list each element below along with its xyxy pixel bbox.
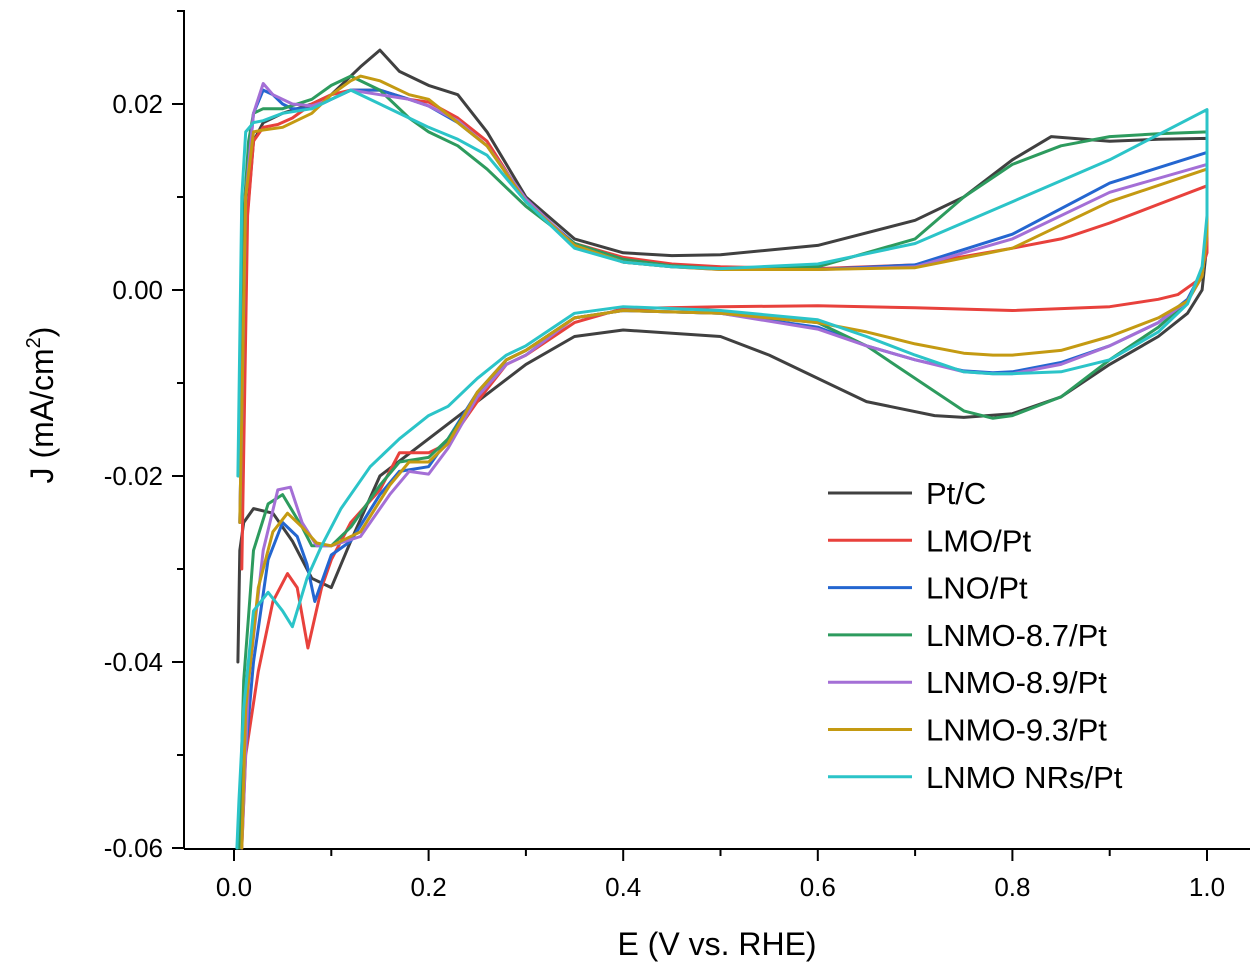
y-tick-label: 0.00: [112, 275, 163, 305]
series-line-lnmo-nrs-pt: [235, 88, 1209, 850]
legend-label: LMO/Pt: [926, 523, 1031, 558]
y-tick-label: -0.06: [104, 833, 163, 863]
y-axis-title-end: ): [24, 327, 60, 338]
axes: [183, 10, 1250, 850]
y-tick-label: -0.04: [104, 647, 163, 677]
x-tick-label: 0.2: [411, 872, 447, 902]
legend-label: LNMO NRs/Pt: [926, 760, 1123, 795]
ticks: 0.0 0.2 0.4 0.6 0.8 1.0 0.02 0.00 -0.02 -0.04 -0.0…: [104, 10, 1225, 902]
x-tick-label: 0.6: [800, 872, 836, 902]
y-axis-title-sup: 2: [23, 337, 45, 348]
x-axis-title: E (V vs. RHE): [617, 926, 816, 962]
y-axis-title: J (mA/cm2): [23, 327, 60, 484]
legend-label: LNMO-9.3/Pt: [926, 713, 1107, 748]
series-group: [235, 48, 1209, 850]
legend: Pt/C LMO/Pt LNO/Pt LNMO-8.7/Pt LNMO-8.9/Pt LN…: [828, 476, 1123, 795]
series-line-pt-c: [236, 48, 1209, 664]
legend-label: Pt/C: [926, 476, 986, 511]
series-line-lnmo-9-3-pt: [238, 74, 1209, 850]
y-tick-label: 0.02: [112, 89, 163, 119]
legend-label: LNMO-8.9/Pt: [926, 665, 1107, 700]
x-tick-label: 0.0: [216, 872, 252, 902]
x-tick-label: 0.8: [994, 872, 1030, 902]
y-axis-title-main: J (mA/cm: [24, 348, 60, 483]
x-tick-label: 0.4: [605, 872, 641, 902]
y-tick-label: -0.02: [104, 461, 163, 491]
x-tick-label: 1.0: [1189, 872, 1225, 902]
legend-label: LNO/Pt: [926, 571, 1028, 606]
legend-label: LNMO-8.7/Pt: [926, 618, 1107, 653]
